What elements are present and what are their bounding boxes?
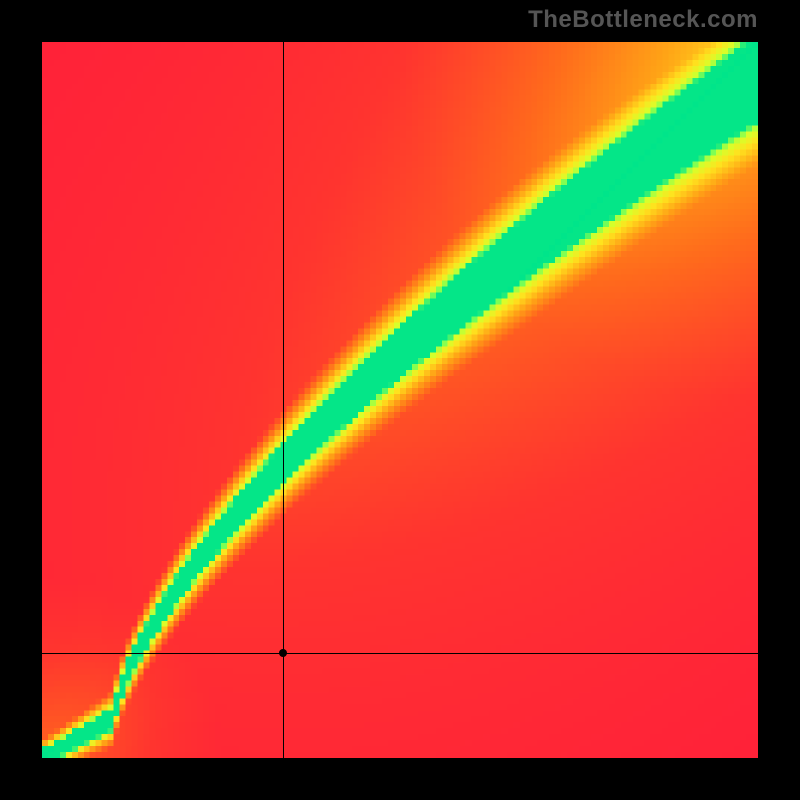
chart-container: TheBottleneck.com xyxy=(0,0,800,800)
watermark-text: TheBottleneck.com xyxy=(528,6,758,34)
crosshair-horizontal xyxy=(42,653,758,654)
crosshair-marker xyxy=(279,649,287,657)
plot-area xyxy=(42,42,758,758)
heatmap-canvas xyxy=(42,42,758,758)
